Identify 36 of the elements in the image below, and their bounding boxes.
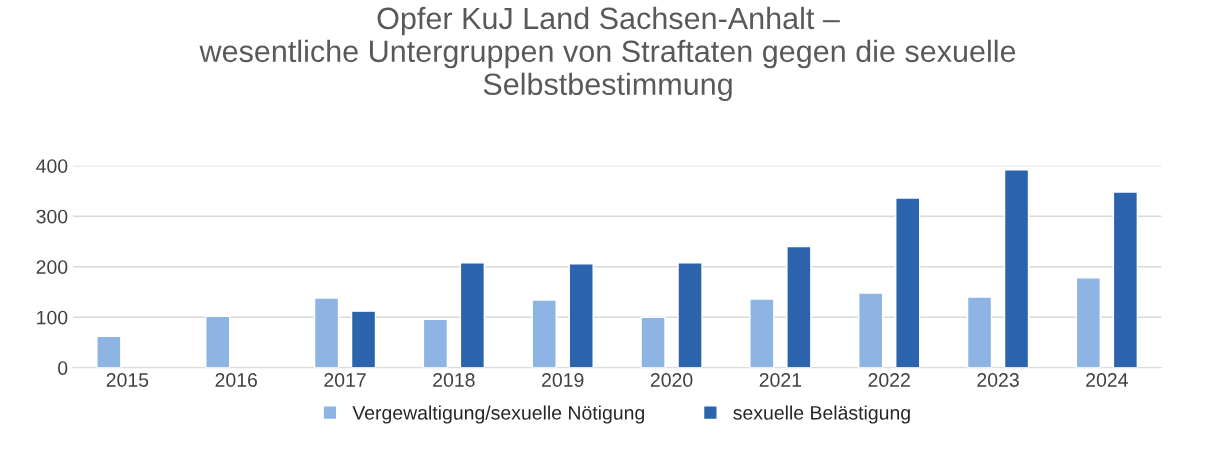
bar (1003, 169, 1030, 368)
bar (749, 298, 775, 368)
y-tick-label: 300 (36, 209, 68, 224)
x-tick-label: 2021 (759, 373, 802, 387)
legend-label: Vergewaltigung/sexuelle Nötigung (352, 405, 645, 424)
x-tick-label: 2024 (1086, 373, 1128, 387)
bar (350, 310, 377, 368)
legend-label: sexuelle Belästigung (733, 405, 910, 424)
bar (640, 316, 666, 368)
bar (96, 335, 122, 368)
y-tick-label: 400 (36, 159, 68, 173)
bar (786, 245, 812, 368)
bar (205, 315, 231, 368)
bar (422, 318, 449, 368)
x-tick-label: 2019 (542, 373, 584, 387)
x-tick-label: 2017 (324, 373, 366, 387)
x-tick-label: 2022 (868, 373, 910, 387)
x-tick-label: 2020 (650, 373, 693, 387)
bar (1075, 277, 1102, 368)
bar (1112, 191, 1139, 368)
bar (313, 297, 340, 368)
chart-title: Opfer KuJ Land Sachsen-Anhalt – wesentliche Untergruppen von Straftaten gegen die sexuelle Selbstbestimmung (199, 6, 1016, 102)
y-tick-label: 0 (58, 361, 68, 375)
bar (568, 262, 594, 368)
y-tick-label: 200 (36, 260, 68, 274)
bar (677, 261, 703, 368)
x-tick-label: 2018 (433, 373, 475, 387)
y-tick-label: 100 (37, 310, 68, 325)
bar (895, 197, 921, 368)
x-tick-label: 2016 (215, 373, 257, 387)
bar (858, 292, 884, 368)
bar (459, 261, 486, 368)
x-tick-label: 2015 (106, 373, 149, 387)
bar (531, 299, 557, 368)
bar (966, 296, 993, 368)
x-tick-label: 2023 (977, 373, 1019, 387)
